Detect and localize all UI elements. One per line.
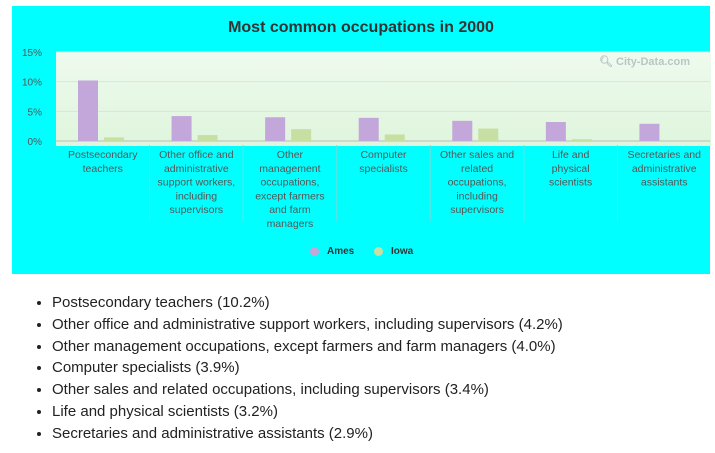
list-item: Secretaries and administrative assistant… xyxy=(52,423,712,445)
x-tick-label-line: assistants xyxy=(641,177,688,189)
watermark-text: City-Data.com xyxy=(616,56,690,68)
bar-ames xyxy=(171,116,192,141)
x-tick-label-line: administrative xyxy=(632,163,697,175)
x-tick-label-line: supervisors xyxy=(170,204,224,216)
list-item: Life and physical scientists (3.2%) xyxy=(52,401,712,423)
x-tick-label-line: physical xyxy=(552,163,590,175)
x-tick-label-line: and farm xyxy=(269,204,311,216)
x-tick-label: Other sales and related occupations, includ… xyxy=(440,149,514,216)
x-tick-label-line: including xyxy=(456,190,498,202)
list-item: Postsecondary teachers (10.2%) xyxy=(52,292,712,314)
bar-iowa xyxy=(197,135,218,141)
x-tick-label: Life and physical scientists xyxy=(549,149,592,189)
bar-chart: 0% 5% 10% 15% Postsecondary teachers Other off… xyxy=(22,48,710,230)
bar-ames xyxy=(265,117,286,141)
bar-iowa xyxy=(291,129,312,141)
x-tick-label-line: Postsecondary xyxy=(68,149,138,161)
x-tick-label-line: Other xyxy=(277,149,304,161)
legend-item-iowa[interactable]: Iowa xyxy=(374,246,413,257)
x-tick-label-line: Secretaries and xyxy=(627,149,701,161)
legend-item-ames[interactable]: Ames xyxy=(310,246,354,257)
x-tick-label-line: occupations, xyxy=(260,177,319,189)
y-tick-label: 10% xyxy=(22,78,42,89)
chart-panel: Most common occupations in 2000 🔍︎ City-… xyxy=(12,6,711,274)
x-tick-label-line: management xyxy=(259,163,320,175)
x-tick-label: Computer specialists xyxy=(359,149,407,175)
x-tick-label: Other office and administrative support wo… xyxy=(158,149,236,216)
x-tick-label-line: occupations, xyxy=(448,177,507,189)
x-tick-label-line: supervisors xyxy=(450,204,504,216)
bar-iowa xyxy=(104,137,124,141)
watermark-icon: 🔍︎ xyxy=(599,56,613,68)
bar-iowa xyxy=(571,139,592,141)
legend-swatch-iowa xyxy=(374,246,383,256)
legend-label-ames: Ames xyxy=(327,246,355,257)
list-item: Other management occupations, except far… xyxy=(52,336,712,358)
x-tick-label: Secretaries and administrative assistants xyxy=(627,149,701,189)
x-tick-label: Other management occupations, except farmer… xyxy=(255,149,324,230)
x-tick-label-line: specialists xyxy=(359,163,407,175)
x-tick-label-line: scientists xyxy=(549,177,592,189)
y-tick-label: 5% xyxy=(28,107,43,118)
legend-label-iowa: Iowa xyxy=(391,246,414,257)
occupation-list: Postsecondary teachers (10.2%) Other off… xyxy=(0,292,712,445)
chart-title: Most common occupations in 2000 xyxy=(228,19,494,36)
x-tick-label-line: Other sales and xyxy=(440,149,514,161)
x-tick-label-line: managers xyxy=(267,218,314,230)
bar-ames xyxy=(639,123,660,141)
x-tick-label-line: including xyxy=(176,190,218,202)
list-item: Other office and administrative support … xyxy=(52,314,712,336)
list-item: Computer specialists (3.9%) xyxy=(52,357,712,379)
bar-iowa xyxy=(478,128,499,141)
bar-ames xyxy=(358,117,379,141)
x-tick-label-line: Computer xyxy=(360,149,407,161)
y-tick-label: 15% xyxy=(22,48,42,59)
watermark: 🔍︎ City-Data.com xyxy=(599,55,690,68)
bar-ames xyxy=(78,80,98,141)
bar-iowa xyxy=(384,134,405,141)
x-tick-label-line: Other office and xyxy=(159,149,234,161)
x-tick-label-line: administrative xyxy=(164,163,229,175)
bar-ames xyxy=(452,120,473,141)
x-tick-label: Postsecondary teachers xyxy=(68,149,138,175)
x-tick-label-line: teachers xyxy=(83,163,123,175)
x-tick-label-line: related xyxy=(461,163,493,175)
bar-ames xyxy=(545,122,566,141)
y-tick-label: 0% xyxy=(28,137,43,148)
x-tick-label-line: except farmers xyxy=(255,190,324,202)
legend-swatch-ames xyxy=(310,246,319,256)
plot-area xyxy=(56,52,711,146)
x-tick-label-line: Life and xyxy=(552,149,590,161)
x-tick-label-line: support workers, xyxy=(158,177,236,189)
list-item: Other sales and related occupations, inc… xyxy=(52,379,712,401)
